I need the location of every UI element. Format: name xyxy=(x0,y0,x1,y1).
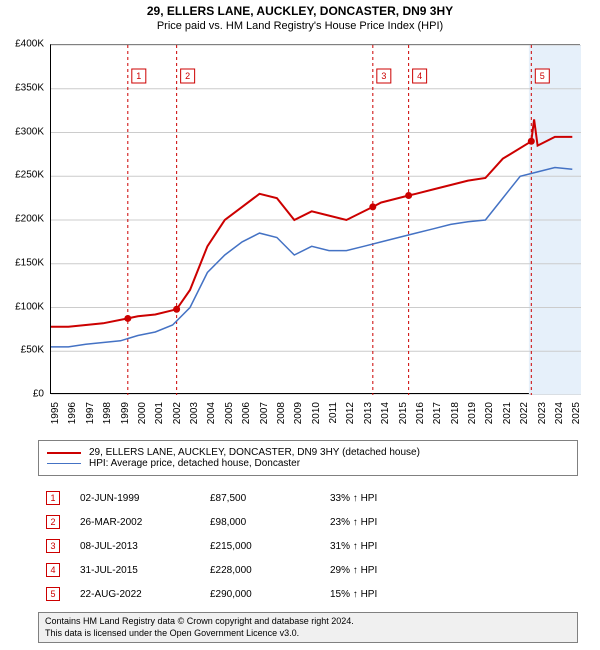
y-tick-label: £100K xyxy=(15,301,44,312)
svg-text:4: 4 xyxy=(417,71,422,81)
x-tick-label: 2025 xyxy=(571,402,582,424)
x-tick-label: 2014 xyxy=(380,402,391,424)
x-tick-label: 1997 xyxy=(85,402,96,424)
x-tick-label: 2005 xyxy=(224,402,235,424)
event-marker: 4 xyxy=(46,563,60,577)
legend: 29, ELLERS LANE, AUCKLEY, DONCASTER, DN9… xyxy=(38,440,578,476)
y-tick-label: £200K xyxy=(15,214,44,225)
y-axis-labels: £0£50K£100K£150K£200K£250K£300K£350K£400… xyxy=(0,44,48,394)
event-price: £228,000 xyxy=(210,565,330,576)
y-tick-label: £300K xyxy=(15,126,44,137)
svg-text:5: 5 xyxy=(540,71,545,81)
events-table: 1 02-JUN-1999£87,50033% ↑ HPI 2 26-MAR-2002… xyxy=(38,486,578,606)
x-tick-label: 2008 xyxy=(276,402,287,424)
event-marker: 3 xyxy=(46,539,60,553)
event-price: £87,500 xyxy=(210,493,330,504)
legend-swatch xyxy=(47,452,81,454)
footer: Contains HM Land Registry data © Crown c… xyxy=(38,612,578,643)
chart-title: 29, ELLERS LANE, AUCKLEY, DONCASTER, DN9… xyxy=(0,4,600,18)
event-date: 22-AUG-2022 xyxy=(80,589,210,600)
x-axis-labels: 1995 1996 1997 1998 1999 2000 2001 2002 2003 2004… xyxy=(50,398,580,438)
x-tick-label: 2010 xyxy=(311,402,322,424)
x-tick-label: 2007 xyxy=(259,402,270,424)
x-tick-label: 2016 xyxy=(415,402,426,424)
x-tick-label: 2000 xyxy=(137,402,148,424)
x-tick-label: 1998 xyxy=(102,402,113,424)
chart-subtitle: Price paid vs. HM Land Registry's House … xyxy=(0,20,600,32)
x-tick-label: 2021 xyxy=(502,402,513,424)
x-tick-label: 2004 xyxy=(206,402,217,424)
legend-label: HPI: Average price, detached house, Donc… xyxy=(89,458,300,469)
x-tick-label: 2009 xyxy=(293,402,304,424)
x-tick-label: 2019 xyxy=(467,402,478,424)
footer-line-1: Contains HM Land Registry data © Crown c… xyxy=(45,616,571,628)
legend-label: 29, ELLERS LANE, AUCKLEY, DONCASTER, DN9… xyxy=(89,447,420,458)
event-pct: 33% ↑ HPI xyxy=(330,493,377,504)
event-price: £215,000 xyxy=(210,541,330,552)
event-row: 3 08-JUL-2013£215,00031% ↑ HPI xyxy=(38,534,578,558)
event-pct: 23% ↑ HPI xyxy=(330,517,377,528)
event-marker: 5 xyxy=(46,587,60,601)
event-date: 26-MAR-2002 xyxy=(80,517,210,528)
x-tick-label: 2018 xyxy=(450,402,461,424)
event-date: 02-JUN-1999 xyxy=(80,493,210,504)
event-row: 5 22-AUG-2022£290,00015% ↑ HPI xyxy=(38,582,578,606)
x-tick-label: 2011 xyxy=(328,402,339,424)
x-tick-label: 2012 xyxy=(345,402,356,424)
x-tick-label: 1995 xyxy=(50,402,61,424)
x-tick-label: 2001 xyxy=(154,402,165,424)
event-pct: 31% ↑ HPI xyxy=(330,541,377,552)
legend-swatch xyxy=(47,463,81,464)
event-row: 4 31-JUL-2015£228,00029% ↑ HPI xyxy=(38,558,578,582)
y-tick-label: £0 xyxy=(33,389,44,400)
y-tick-label: £400K xyxy=(15,39,44,50)
plot-svg: 1 2 3 4 5 xyxy=(51,45,581,395)
legend-item: HPI: Average price, detached house, Donc… xyxy=(47,458,569,469)
y-tick-label: £350K xyxy=(15,82,44,93)
x-tick-label: 1996 xyxy=(67,402,78,424)
event-marker: 2 xyxy=(46,515,60,529)
x-tick-label: 2002 xyxy=(172,402,183,424)
event-price: £290,000 xyxy=(210,589,330,600)
y-tick-label: £50K xyxy=(21,345,44,356)
x-tick-label: 2023 xyxy=(537,402,548,424)
event-row: 1 02-JUN-1999£87,50033% ↑ HPI xyxy=(38,486,578,510)
svg-text:3: 3 xyxy=(381,71,386,81)
chart-container: 29, ELLERS LANE, AUCKLEY, DONCASTER, DN9… xyxy=(0,0,600,650)
event-pct: 29% ↑ HPI xyxy=(330,565,377,576)
x-tick-label: 2022 xyxy=(519,402,530,424)
event-price: £98,000 xyxy=(210,517,330,528)
event-marker: 1 xyxy=(46,491,60,505)
footer-line-2: This data is licensed under the Open Gov… xyxy=(45,628,571,640)
x-tick-label: 2015 xyxy=(398,402,409,424)
event-row: 2 26-MAR-2002£98,00023% ↑ HPI xyxy=(38,510,578,534)
plot-area: 1 2 3 4 5 xyxy=(50,44,580,394)
title-block: 29, ELLERS LANE, AUCKLEY, DONCASTER, DN9… xyxy=(0,0,600,32)
event-date: 08-JUL-2013 xyxy=(80,541,210,552)
svg-text:1: 1 xyxy=(136,71,141,81)
x-tick-label: 2024 xyxy=(554,402,565,424)
x-tick-label: 2017 xyxy=(432,402,443,424)
legend-item: 29, ELLERS LANE, AUCKLEY, DONCASTER, DN9… xyxy=(47,447,569,458)
x-tick-label: 2020 xyxy=(484,402,495,424)
x-tick-label: 2003 xyxy=(189,402,200,424)
event-date: 31-JUL-2015 xyxy=(80,565,210,576)
event-pct: 15% ↑ HPI xyxy=(330,589,377,600)
x-tick-label: 2006 xyxy=(241,402,252,424)
y-tick-label: £250K xyxy=(15,170,44,181)
x-tick-label: 1999 xyxy=(120,402,131,424)
y-tick-label: £150K xyxy=(15,257,44,268)
x-tick-label: 2013 xyxy=(363,402,374,424)
svg-text:2: 2 xyxy=(185,71,190,81)
